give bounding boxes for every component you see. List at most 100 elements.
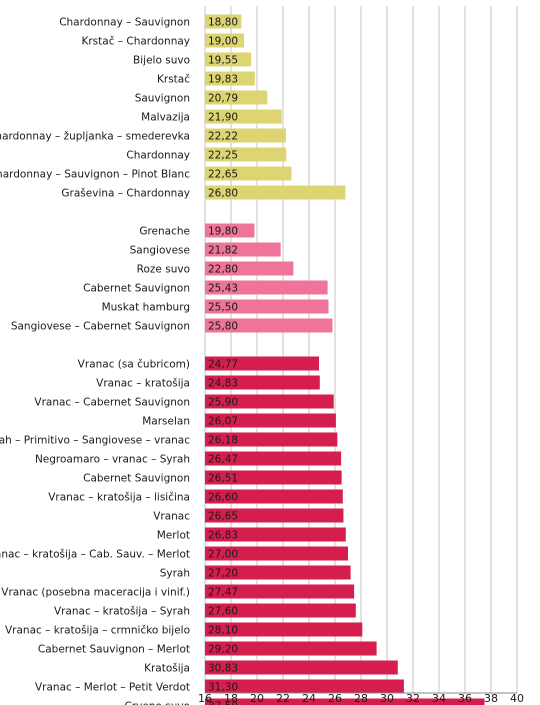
bar (205, 299, 329, 314)
data-label: 18,80 (208, 16, 238, 28)
x-tick-label: 30 (380, 692, 394, 705)
bar (205, 508, 344, 523)
category-label: Cabernet Sauvignon – Merlot (38, 643, 190, 655)
data-label: 19,83 (208, 73, 238, 85)
data-label: 30,83 (208, 662, 238, 674)
data-label: 21,82 (208, 244, 238, 256)
bar (205, 71, 255, 86)
data-label: 27,20 (208, 567, 238, 579)
value-labels: 18,80 19,00 19,55 19,83 20,79 21,90 22,22 22,25… (208, 16, 238, 705)
category-label: Vranac – kratošija – lisičina (48, 491, 190, 503)
category-label: Chardonnay – Sauvignon (59, 16, 190, 28)
bar (205, 33, 244, 48)
data-label: 28,10 (208, 624, 238, 636)
category-label: Krstač (157, 73, 190, 85)
bar (205, 223, 255, 238)
category-label: Syrah – Primitivo – Sangiovese – vranac (0, 434, 190, 446)
bar (205, 546, 348, 561)
category-label: Vranac – kratošija – crmničko bijelo (5, 624, 190, 636)
category-label: Cabernet Sauvignon (83, 472, 190, 484)
bar (205, 166, 292, 181)
data-label: 20,79 (208, 92, 238, 104)
x-tick-label: 34 (432, 692, 446, 705)
category-label: Vranac – kratošija (96, 377, 190, 389)
category-label: Vranac – Merlot – Petit Verdot (35, 681, 190, 693)
bar (205, 565, 351, 580)
data-label: 27,47 (208, 586, 238, 598)
category-label: Sangiovese (130, 244, 190, 256)
bar (205, 603, 356, 618)
data-label: 19,80 (208, 225, 238, 237)
category-label: Grenache (139, 225, 190, 237)
data-label: 26,18 (208, 434, 238, 446)
data-label: 26,07 (208, 415, 238, 427)
bar (205, 679, 404, 694)
category-label: Vranac (sa čubricom) (78, 358, 190, 370)
data-label: 31,30 (208, 681, 238, 693)
bar (205, 527, 346, 542)
bar (205, 185, 346, 200)
data-label: 27,00 (208, 548, 238, 560)
bar (205, 14, 242, 29)
category-label: Chardonnay – župljanka – smederevka (0, 130, 190, 142)
data-label: 25,50 (208, 301, 238, 313)
category-label: Sangiovese – Cabernet Sauvignon (11, 320, 190, 332)
data-label: 21,90 (208, 111, 238, 123)
x-tick-label: 36 (458, 692, 472, 705)
data-label: 19,55 (208, 54, 238, 66)
x-tick-label: 40 (510, 692, 524, 705)
x-tick-label: 32 (406, 692, 420, 705)
bar (205, 147, 287, 162)
category-label: Kratošija (144, 662, 190, 674)
data-label: 26,83 (208, 529, 238, 541)
category-label: Marselan (142, 415, 190, 427)
bar (205, 394, 334, 409)
data-label: 25,43 (208, 282, 238, 294)
bar (205, 242, 281, 257)
data-label: 25,90 (208, 396, 238, 408)
category-label: Negroamaro – vranac – Syrah (35, 453, 190, 465)
x-tick-label: 28 (354, 692, 368, 705)
data-label: 24,83 (208, 377, 238, 389)
category-label: Crveno suvo (124, 700, 190, 705)
bar (205, 489, 343, 504)
data-label: 37,50 (208, 700, 238, 705)
category-label: Vranac – Cabernet Sauvignon (34, 396, 190, 408)
bar (205, 660, 398, 675)
bar (205, 622, 363, 637)
data-label: 26,51 (208, 472, 238, 484)
category-label: Graševina – Chardonnay (61, 187, 190, 199)
category-label: Chardonnay – Sauvignon – Pinot Blanc (0, 168, 190, 180)
bar (205, 470, 342, 485)
data-label: 26,60 (208, 491, 238, 503)
data-label: 22,25 (208, 149, 238, 161)
data-label: 25,80 (208, 320, 238, 332)
bar (205, 90, 268, 105)
bar (205, 451, 342, 466)
x-axis: 16 18 20 22 24 26 28 30 32 34 36 38 40 (198, 692, 524, 705)
data-label: 22,65 (208, 168, 238, 180)
bar (205, 375, 320, 390)
data-label: 22,22 (208, 130, 238, 142)
data-label: 29,20 (208, 643, 238, 655)
data-label: 26,80 (208, 187, 238, 199)
bar (205, 584, 355, 599)
bar (205, 641, 377, 656)
category-label: Merlot (157, 529, 190, 541)
bars (205, 14, 485, 705)
x-tick-label: 24 (302, 692, 316, 705)
category-label: Vranac – kratošija – Cab. Sauv. – Merlot (0, 548, 190, 560)
category-label: Syrah (160, 567, 190, 579)
x-tick-label: 38 (484, 692, 498, 705)
category-label: Chardonnay (126, 149, 190, 161)
x-tick-label: 20 (250, 692, 264, 705)
bar (205, 432, 338, 447)
category-label: Vranac (posebna maceracija i vinif.) (1, 586, 190, 598)
category-label: Krstač – Chardonnay (81, 35, 190, 47)
data-label: 22,80 (208, 263, 238, 275)
data-label: 26,47 (208, 453, 238, 465)
bar (205, 698, 485, 705)
category-label: Sauvignon (135, 92, 190, 104)
category-label: Muskat hamburg (102, 301, 190, 313)
data-label: 19,00 (208, 35, 238, 47)
